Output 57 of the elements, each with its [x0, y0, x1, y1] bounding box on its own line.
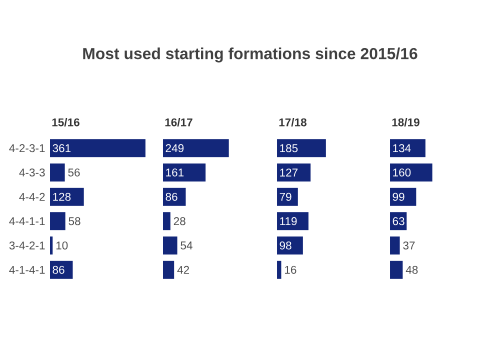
data-label: 86: [166, 192, 178, 201]
bar: [50, 236, 53, 254]
data-label: 56: [68, 168, 80, 176]
y-tick-label: 4-1-4-1: [9, 266, 45, 274]
data-label: 86: [52, 266, 64, 274]
chart-title: 16/17: [165, 118, 192, 126]
bar: [163, 188, 186, 206]
data-label: 58: [68, 217, 80, 226]
data-label: 98: [280, 242, 292, 250]
y-tick-label: 3-4-2-1: [9, 242, 45, 250]
data-label: 48: [406, 266, 418, 274]
chart-title: 15/16: [52, 118, 80, 126]
data-label: 119: [280, 217, 297, 226]
y-tick-label: 4-4-1-1: [9, 217, 45, 226]
data-label: 127: [280, 168, 298, 176]
bar: [390, 164, 432, 182]
data-label: 28: [174, 217, 186, 226]
chart-title: 17/18: [279, 118, 307, 126]
bar: [50, 212, 66, 230]
bar: [277, 212, 308, 230]
bar: [50, 164, 65, 182]
bar: [163, 212, 170, 230]
bar: [277, 188, 298, 206]
data-label: 79: [280, 192, 292, 201]
y-tick-label: 4-2-3-1: [9, 144, 45, 152]
y-tick-label: 4-3-3: [19, 168, 45, 176]
bar: [277, 236, 303, 254]
bar: [163, 164, 206, 182]
bar: [277, 139, 326, 158]
data-label: 185: [280, 144, 298, 152]
data-label: 99: [392, 192, 404, 201]
data-label: 63: [392, 217, 404, 226]
y-tick-label: 4-4-2: [19, 192, 45, 201]
bar: [50, 188, 84, 206]
data-label: 10: [56, 242, 68, 250]
chart-title: 18/19: [392, 118, 420, 126]
text: Most used starting formations since 2015/16: [83, 48, 418, 62]
data-label: 16: [285, 266, 296, 274]
bar: [163, 139, 229, 158]
data-label: 37: [403, 242, 415, 250]
data-label: 42: [177, 266, 190, 274]
bar: [50, 260, 73, 279]
bar: [390, 188, 416, 206]
data-label: 54: [180, 242, 192, 250]
data-label: 249: [166, 144, 184, 152]
bar: [163, 236, 178, 254]
bar: [50, 139, 146, 158]
bar: [390, 139, 426, 158]
data-label: 361: [52, 144, 71, 152]
bar: [163, 260, 174, 279]
data-label: 160: [393, 168, 411, 176]
data-label: 128: [53, 192, 71, 201]
bar: [277, 164, 311, 182]
bar: [390, 260, 403, 279]
bar: [390, 236, 400, 254]
data-label: 134: [393, 144, 411, 152]
data-label: 161: [166, 168, 184, 176]
